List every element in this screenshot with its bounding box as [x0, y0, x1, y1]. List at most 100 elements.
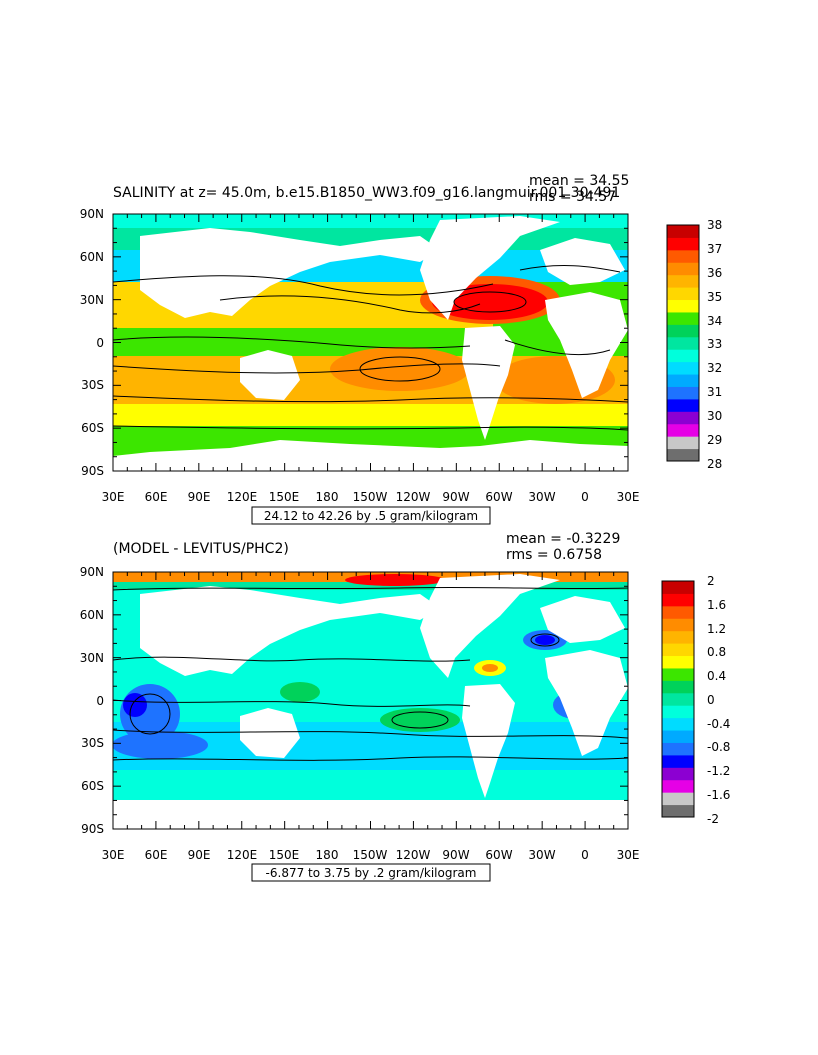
map2-colorbar-frame — [661, 580, 695, 818]
map2-title: (MODEL - LEVITUS/PHC2) — [113, 541, 289, 557]
map2-colorbar-swatch — [662, 643, 694, 657]
map1-colorbar-label: 37 — [707, 242, 722, 256]
map1-colorbar-swatch — [667, 349, 699, 363]
map1-colorbar-swatch — [667, 299, 699, 313]
map1-lon-label: 30E — [102, 490, 125, 504]
map2-colorbar-swatch — [662, 680, 694, 694]
map2-colorbar-swatch — [662, 605, 694, 619]
map2-lat-labels: 90N 60N 30N 0 30S 60S 90S — [80, 565, 104, 836]
map1-lat-label: 60N — [80, 250, 104, 264]
map1-southern-band — [113, 426, 628, 446]
map1-colorbar-swatch — [667, 436, 699, 450]
map1-lon-label: 120E — [227, 490, 258, 504]
map2-colorbar-label: 0.8 — [707, 645, 726, 659]
map1-colorbar-label: 32 — [707, 361, 722, 375]
map2-colorbar-label: 2 — [707, 574, 715, 588]
map1-colorbar-swatch — [667, 374, 699, 387]
map2-colorbar-swatch — [662, 667, 694, 681]
map2-lon-label: 90W — [442, 848, 469, 862]
map1-lat-label: 60S — [81, 421, 104, 435]
map1-rms: rms = 34.57 — [529, 189, 616, 205]
map2-colorbar — [661, 580, 695, 818]
difference-map-panel: (MODEL - LEVITUS/PHC2) mean = -0.3229 rm… — [80, 531, 730, 882]
map1-axis-ticks — [112, 213, 629, 472]
map1-lon-label: 150E — [269, 490, 300, 504]
map1-colorbar-label: 34 — [707, 314, 722, 328]
map1-title: SALINITY at z= 45.0m, b.e15.B1850_WW3.f0… — [113, 185, 620, 201]
map2-colorbar-label: -2 — [707, 812, 719, 826]
map2-colorbar-swatch — [662, 754, 694, 768]
map2-lon-label: 150W — [353, 848, 388, 862]
map2-colorbar-swatch — [662, 705, 694, 719]
map1-colorbar-swatch — [667, 411, 699, 425]
map2-colorbar-label: 0 — [707, 693, 715, 707]
map1-lon-label: 180 — [316, 490, 339, 504]
map1-colorbar — [666, 224, 700, 462]
map2-lon-label: 120E — [227, 848, 258, 862]
map2-lon-label: 60W — [485, 848, 512, 862]
map2-colorbar-label: 0.4 — [707, 669, 726, 683]
map1-colorbar-swatch — [667, 311, 699, 325]
map1-colorbar-swatch — [667, 361, 699, 375]
map2-lon-label: 120W — [396, 848, 431, 862]
map1-colorbar-swatch — [667, 225, 699, 238]
map1-lat-label: 90N — [80, 207, 104, 221]
map2-axis-ticks — [112, 571, 629, 830]
map2-lon-label: 30E — [102, 848, 125, 862]
map1-lat-label: 30S — [81, 378, 104, 392]
map2-lat-label: 30N — [80, 651, 104, 665]
map2-colorbar-swatch — [662, 618, 694, 632]
map1-lat-label: 30N — [80, 293, 104, 307]
map1-colorbar-label: 38 — [707, 218, 722, 232]
map2-arctic-edge — [113, 582, 628, 590]
map1-lon-label: 60E — [145, 490, 168, 504]
map1-colorbar-label: 36 — [707, 266, 722, 280]
map2-mean: mean = -0.3229 — [506, 531, 620, 547]
map1-colorbar-swatch — [667, 423, 699, 437]
map1-lon-label: 30E — [617, 490, 640, 504]
map2-natlantic-core — [535, 635, 555, 645]
map1-colorbar-label: 30 — [707, 409, 722, 423]
map2-colorbar-swatch — [662, 730, 694, 743]
map1-contours — [113, 265, 628, 431]
map2-lon-label: 0 — [581, 848, 589, 862]
map1-colorbar-swatch — [667, 324, 699, 338]
map2-indian-core — [123, 693, 147, 717]
map2-wpacific-positive — [280, 682, 320, 702]
map2-contours — [113, 586, 628, 761]
map1-contour-info: 24.12 to 42.26 by .5 gram/kilogram — [264, 509, 478, 523]
map1-colorbar-label: 28 — [707, 457, 722, 471]
map2-colorbar-label: -1.6 — [707, 788, 730, 802]
map1-lat-label: 90S — [81, 464, 104, 478]
map1-lon-labels: 30E 60E 90E 120E 150E 180 150W 120W 90W … — [102, 490, 640, 504]
map1-colorbar-label: 33 — [707, 337, 722, 351]
map1-colorbar-swatch — [667, 262, 699, 276]
map2-lat-label: 90S — [81, 822, 104, 836]
map2-lon-label: 90E — [188, 848, 211, 862]
map1-lat-label: 0 — [96, 336, 104, 350]
map1-lon-label: 60W — [485, 490, 512, 504]
map2-colorbar-labels: 2 1.6 1.2 0.8 0.4 0 -0.4 -0.8 -1.2 -1.6 … — [707, 574, 730, 826]
map2-colorbar-label: 1.6 — [707, 598, 726, 612]
map2-colorbar-label: -0.4 — [707, 717, 730, 731]
map1-lon-label: 150W — [353, 490, 388, 504]
map1-land — [113, 216, 628, 471]
salinity-map-panel: SALINITY at z= 45.0m, b.e15.B1850_WW3.f0… — [80, 173, 722, 525]
map2-lon-label: 30W — [528, 848, 555, 862]
map2-colorbar-swatch — [662, 655, 694, 669]
map2-lon-labels: 30E 60E 90E 120E 150E 180 150W 120W 90W … — [102, 848, 640, 862]
map2-colorbar-swatch — [662, 742, 694, 756]
map1-lon-label: 30W — [528, 490, 555, 504]
map1-colorbar-labels: 38 37 36 35 34 33 32 31 30 29 28 — [707, 218, 722, 471]
map2-contour-info-box — [251, 863, 491, 882]
map2-arctic-max — [345, 574, 445, 586]
map2-colorbar-swatch — [662, 692, 694, 706]
map1-s40-band — [113, 404, 628, 426]
map2-rms: rms = 0.6758 — [506, 547, 602, 563]
map2-colorbar-swatch — [662, 767, 694, 781]
map2-lat-label: 60S — [81, 779, 104, 793]
map1-colorbar-swatch — [667, 249, 699, 263]
map2-colorbar-swatch — [662, 804, 694, 818]
map2-colorbar-label: -0.8 — [707, 740, 730, 754]
